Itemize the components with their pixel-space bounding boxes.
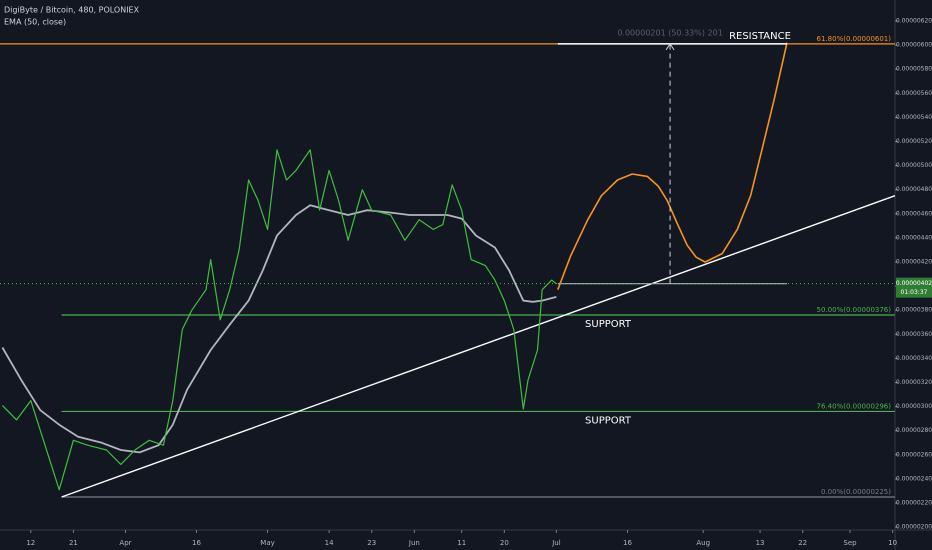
last-price-box xyxy=(896,277,932,298)
y-tick-label: 0.00000600 xyxy=(896,42,932,49)
x-tick-label: 20 xyxy=(500,539,509,547)
y-tick-label: 0.00000280 xyxy=(896,427,932,434)
arrow-head xyxy=(665,42,675,51)
x-tick-label: May xyxy=(260,539,274,547)
x-tick-label: Jul xyxy=(551,539,561,547)
x-tick-label: 21 xyxy=(69,539,78,547)
y-tick-label: 0.00000220 xyxy=(896,500,932,507)
x-tick-label: 10 xyxy=(888,539,897,547)
x-tick-label: 13 xyxy=(756,539,765,547)
level-note: SUPPORT xyxy=(585,319,632,330)
x-tick-label: 11 xyxy=(457,539,466,547)
y-tick-label: 0.00000260 xyxy=(896,451,932,458)
y-tick-label: 0.00000440 xyxy=(896,234,932,241)
y-tick-label: 0.00000420 xyxy=(896,258,932,265)
ema-line xyxy=(1,204,557,454)
x-tick-label: Sep xyxy=(843,539,857,547)
x-tick-label: 12 xyxy=(26,539,35,547)
y-tick-label: 0.00000560 xyxy=(896,90,932,97)
trend-line xyxy=(61,195,896,498)
y-tick-label: 0.00000500 xyxy=(896,162,932,169)
x-tick-label: Aug xyxy=(696,539,710,547)
level-note: RESISTANCE xyxy=(729,31,791,42)
x-tick-label: 16 xyxy=(623,539,632,547)
level-label: 50.00%(0.00000376) xyxy=(817,306,892,314)
x-tick-label: 22 xyxy=(798,539,807,547)
level-label: 76.40%(0.00000296) xyxy=(817,402,892,410)
x-tick-label: 16 xyxy=(192,539,201,547)
last-price-label: 0.00000402 xyxy=(896,280,932,287)
y-tick-label: 0.00000580 xyxy=(896,66,932,73)
y-tick-label: 0.00000340 xyxy=(896,355,932,362)
y-tick-label: 0.00000540 xyxy=(896,114,932,121)
x-tick-label: 23 xyxy=(367,539,376,547)
y-tick-label: 0.00000300 xyxy=(896,403,932,410)
price-line xyxy=(1,149,557,491)
chart-title: DigiByte / Bitcoin, 480, POLONIEX xyxy=(4,6,140,15)
y-tick-label: 0.00000480 xyxy=(896,186,932,193)
level-label: 0.00%(0.00000225) xyxy=(821,488,891,496)
countdown: 01:03:37 xyxy=(901,289,928,296)
y-tick-label: 0.00000320 xyxy=(896,379,932,386)
level-label: 61.80%(0.00000601) xyxy=(817,35,892,43)
x-tick-label: 14 xyxy=(325,539,334,547)
y-tick-label: 0.00000240 xyxy=(896,475,932,482)
y-tick-label: 0.00000200 xyxy=(896,524,932,531)
legend-entry: EMA (50, close) xyxy=(4,18,66,27)
measure-label: 0.00000201 (50.33%) 201 xyxy=(617,28,722,37)
level-note: SUPPORT xyxy=(585,415,632,426)
y-tick-label: 0.00000520 xyxy=(896,138,932,145)
x-tick-label: Apr xyxy=(119,539,131,547)
y-tick-label: 0.00000460 xyxy=(896,210,932,217)
y-tick-label: 0.00000620 xyxy=(896,17,932,24)
projection-line xyxy=(557,42,788,290)
y-tick-label: 0.00000360 xyxy=(896,331,932,338)
y-tick-label: 0.00000380 xyxy=(896,307,932,314)
x-tick-label: Jun xyxy=(408,539,420,547)
